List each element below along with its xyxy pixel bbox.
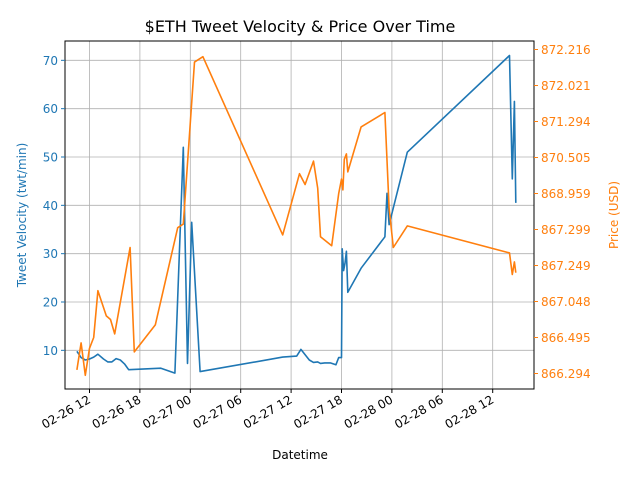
y-right-tick-label: 867.299	[541, 223, 591, 237]
y-right-tick-label: 867.048	[541, 295, 591, 309]
x-tick-label: 02-27 06	[190, 392, 244, 431]
y-left-tick-label: 40	[43, 199, 58, 213]
y-axis-right-label: Price (USD)	[607, 181, 621, 249]
grid-layer	[65, 41, 534, 389]
y-right-tick-label: 872.021	[541, 79, 591, 93]
x-tick-label: 02-27 00	[140, 392, 194, 431]
x-tick-label: 02-27 18	[291, 392, 345, 431]
x-tick-label: 02-28 00	[342, 392, 396, 431]
y-right-tick-label: 868.959	[541, 187, 591, 201]
x-tick-label: 02-28 06	[392, 392, 446, 431]
x-tick-label: 02-26 18	[90, 392, 144, 431]
x-axis-label: Datetime	[272, 448, 328, 462]
y-right-tick-label: 870.505	[541, 151, 591, 165]
y-left-tick-label: 30	[43, 247, 58, 261]
y-left-tick-label: 20	[43, 296, 58, 310]
y-left-tick-label: 60	[43, 102, 58, 116]
plot-frame	[64, 40, 535, 390]
y-right-tick-label: 866.294	[541, 367, 591, 381]
y-right-tick-label: 871.294	[541, 115, 591, 129]
y-right-tick-label: 867.249	[541, 259, 591, 273]
x-tick-label: 02-27 12	[241, 392, 295, 431]
x-tick-label: 02-26 12	[39, 392, 93, 431]
series-layer	[76, 54, 517, 377]
chart-title: $ETH Tweet Velocity & Price Over Time	[145, 17, 456, 36]
y-right-tick-label: 866.495	[541, 331, 591, 345]
y-axis-left-label: Tweet Velocity (twt/min)	[15, 143, 29, 289]
y-axis-right: 866.294 866.495 867.048 867.249 867.299 868.9…	[534, 43, 591, 381]
y-left-tick-label: 50	[43, 151, 58, 165]
y-left-tick-label: 70	[43, 54, 58, 68]
y-axis-left: 10 20 30 40 50 60 70	[43, 54, 65, 358]
price-series-line	[76, 55, 517, 377]
velocity-series-line	[76, 54, 517, 374]
y-right-tick-label: 872.216	[541, 43, 591, 57]
y-left-tick-label: 10	[43, 344, 58, 358]
x-tick-label: 02-28 12	[442, 392, 496, 431]
